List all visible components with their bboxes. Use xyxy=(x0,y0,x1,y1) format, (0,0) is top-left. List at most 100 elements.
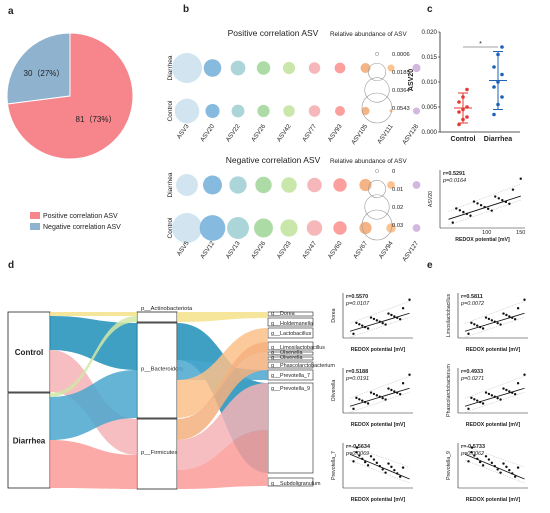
x-tick-label: ASV128 xyxy=(401,123,420,146)
data-point xyxy=(492,85,496,89)
data-point xyxy=(487,458,491,461)
data-point xyxy=(408,373,411,376)
data-point xyxy=(467,460,470,463)
data-point xyxy=(513,475,517,478)
data-point xyxy=(467,332,470,336)
bubble xyxy=(360,63,371,73)
data-point xyxy=(372,458,376,461)
data-point xyxy=(378,320,381,323)
data-point xyxy=(393,315,396,318)
data-point xyxy=(352,407,355,411)
data-point xyxy=(492,65,496,69)
data-point xyxy=(470,446,474,449)
data-point xyxy=(493,320,496,323)
significance-marker: * xyxy=(479,41,482,48)
x-tick-label: ASV67 xyxy=(352,240,369,260)
data-point xyxy=(487,317,491,321)
data-point xyxy=(384,323,387,326)
data-point xyxy=(502,387,505,390)
bubble xyxy=(333,178,347,192)
data-point xyxy=(470,321,473,325)
bubble xyxy=(254,218,273,238)
sankey-node-label: g__Olsenella xyxy=(271,350,302,356)
r-value: r=0.5811 xyxy=(461,294,483,300)
legend-bubble xyxy=(375,169,379,173)
y-tick-label: Control xyxy=(167,217,174,239)
x-tick-label: ASV77 xyxy=(301,123,318,143)
panel-label-e: e xyxy=(427,260,433,271)
data-point xyxy=(484,391,488,394)
data-point xyxy=(352,332,355,336)
sankey-flow xyxy=(50,312,137,316)
legend-label: Negative correlation ASV xyxy=(43,224,121,231)
sankey-node-label: g__Oliverella xyxy=(271,355,302,361)
bubble xyxy=(387,181,395,189)
data-point xyxy=(511,472,514,475)
data-point xyxy=(499,471,502,474)
legend-value: 0.0185 xyxy=(392,70,410,76)
y-axis-label: Limosilactobacillus xyxy=(446,293,452,337)
data-point xyxy=(508,315,511,318)
sankey-flow xyxy=(177,312,268,322)
data-point xyxy=(490,209,493,212)
sankey-node-label: g__Subdoligranulum xyxy=(271,481,321,487)
data-point xyxy=(396,316,399,320)
data-point xyxy=(478,460,482,464)
data-point xyxy=(476,457,479,461)
data-point xyxy=(375,319,379,322)
data-point xyxy=(363,460,367,464)
data-point xyxy=(352,460,355,463)
data-point xyxy=(478,400,482,404)
x-tick-label: 100 xyxy=(482,230,491,236)
x-tick-label: ASV60 xyxy=(327,240,344,260)
x-axis-label: REDOX potential [mV] xyxy=(351,497,406,503)
bubble xyxy=(231,104,245,118)
data-point xyxy=(355,451,358,454)
legend-value: 0.02 xyxy=(392,205,403,211)
data-point xyxy=(366,327,370,330)
data-point xyxy=(496,321,499,325)
data-point xyxy=(369,391,373,394)
y-axis-label: ASV20 xyxy=(408,69,415,91)
x-axis-label: REDOX potential [mV] xyxy=(466,422,521,428)
data-point xyxy=(478,325,482,329)
bubble xyxy=(386,223,396,233)
legend-value: 0.03 xyxy=(392,223,403,229)
sankey-node-label: g__Limosilactobacillus xyxy=(271,345,325,351)
x-tick-label: ASV47 xyxy=(301,240,318,260)
data-point xyxy=(387,387,390,390)
data-point xyxy=(484,316,488,319)
pie-slice xyxy=(6,32,134,160)
sankey-flow xyxy=(177,430,268,489)
data-point xyxy=(508,468,511,472)
data-point xyxy=(473,323,476,326)
data-point xyxy=(401,382,405,385)
bubble xyxy=(203,175,222,195)
data-point xyxy=(358,323,361,326)
x-tick-label: ASV20 xyxy=(199,123,216,143)
data-point xyxy=(363,325,367,329)
bubble xyxy=(412,63,421,73)
sankey-node-label: g__Holdemanella xyxy=(271,321,313,327)
y-tick-label: Diarrhea xyxy=(167,55,174,80)
data-point xyxy=(516,466,520,469)
data-point xyxy=(465,115,469,119)
pie-slice-label: 81（73%） xyxy=(76,115,117,124)
panel-label-a: a xyxy=(8,6,14,17)
data-point xyxy=(465,212,469,216)
p-value: p=0.0191 xyxy=(345,376,369,382)
sankey-node xyxy=(136,311,178,323)
legend-value: 0.0364 xyxy=(392,88,411,94)
sankey-flow xyxy=(177,342,268,440)
x-tick-label: Diarrhea xyxy=(484,136,513,143)
bubble xyxy=(176,174,198,196)
y-tick-label: 0.015 xyxy=(422,54,438,61)
bubble xyxy=(227,217,249,239)
sankey-node-label: g__Prevotella_9 xyxy=(271,386,310,392)
bubble xyxy=(283,105,295,117)
bubble xyxy=(172,213,202,243)
r-value: r=-0.5634 xyxy=(346,444,371,450)
data-point xyxy=(398,393,402,396)
data-point xyxy=(473,398,476,401)
sankey-node xyxy=(7,392,51,489)
